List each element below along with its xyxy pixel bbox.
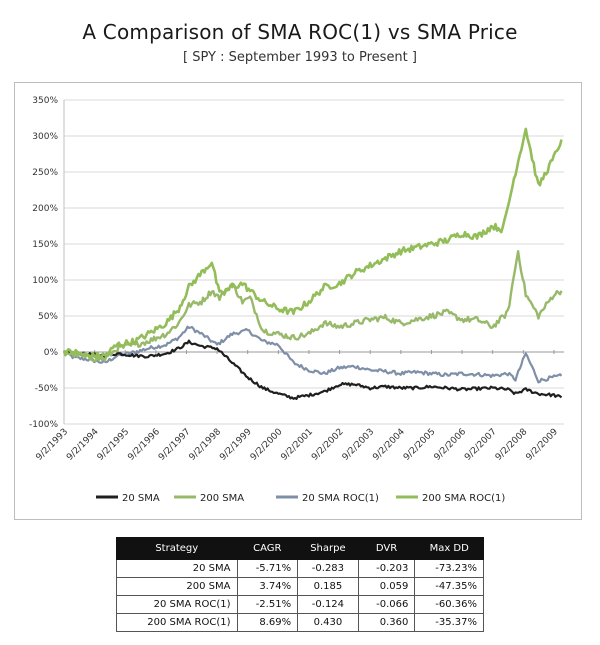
x-tick-label: 9/2/1998 bbox=[188, 427, 224, 463]
table-row: 200 SMA 3.74% 0.185 0.059 -47.35% bbox=[116, 577, 484, 596]
header-max-dd: Max DD bbox=[414, 537, 484, 560]
y-tick-label: 50% bbox=[38, 312, 58, 322]
y-tick-label: 300% bbox=[32, 132, 58, 142]
y-tick-label: 350% bbox=[32, 96, 58, 106]
strategy-cell: 20 SMA ROC(1) bbox=[116, 595, 238, 614]
x-tick-label: 9/2/2005 bbox=[402, 427, 438, 463]
legend-label-200-sma: 200 SMA bbox=[200, 493, 244, 504]
series-line-200-sma-roc-1 bbox=[62, 127, 563, 360]
cagr-cell: -5.71% bbox=[236, 559, 299, 578]
header-strategy: Strategy bbox=[116, 537, 238, 560]
dvr-cell: -0.203 bbox=[357, 559, 416, 578]
y-tick-label: 250% bbox=[32, 168, 58, 178]
series-line-200-sma bbox=[62, 250, 563, 362]
dvr-cell: 0.059 bbox=[357, 577, 416, 596]
x-tick-label: 9/2/2003 bbox=[341, 427, 377, 463]
x-tick-label: 9/2/1997 bbox=[157, 427, 193, 463]
x-tick-label: 9/2/2009 bbox=[524, 427, 560, 463]
table-row: 20 SMA -5.71% -0.283 -0.203 -73.23% bbox=[116, 559, 484, 578]
max-dd-cell: -73.23% bbox=[414, 559, 484, 578]
sharpe-cell: -0.283 bbox=[297, 559, 359, 578]
cagr-cell: 8.69% bbox=[236, 613, 299, 632]
table-row: 200 SMA ROC(1) 8.69% 0.430 0.360 -35.37% bbox=[116, 613, 484, 632]
x-tick-label: 9/2/2002 bbox=[310, 427, 346, 463]
x-tick-label: 9/2/2001 bbox=[279, 427, 315, 463]
y-tick-label: 200% bbox=[32, 204, 58, 214]
table-header-row: Strategy CAGR Sharpe DVR Max DD bbox=[116, 537, 484, 560]
performance-table: Strategy CAGR Sharpe DVR Max DD 20 SMA -… bbox=[116, 537, 484, 632]
x-tick-label: 9/2/2008 bbox=[494, 427, 530, 463]
sharpe-cell: 0.430 bbox=[297, 613, 359, 632]
x-tick-label: 9/2/1993 bbox=[34, 427, 70, 463]
y-tick-label: -100% bbox=[29, 420, 58, 430]
chart-title: A Comparison of SMA ROC(1) vs SMA Price bbox=[82, 20, 518, 44]
series-line-20-sma bbox=[63, 339, 563, 400]
dvr-cell: 0.360 bbox=[357, 613, 416, 632]
sharpe-cell: -0.124 bbox=[297, 595, 359, 614]
y-tick-label: 0% bbox=[44, 348, 59, 358]
strategy-cell: 200 SMA bbox=[116, 577, 238, 596]
header-sharpe: Sharpe bbox=[297, 537, 359, 560]
table-row: 20 SMA ROC(1) -2.51% -0.124 -0.066 -60.3… bbox=[116, 595, 484, 614]
series-line-20-sma-roc-1 bbox=[63, 325, 563, 384]
x-tick-label: 9/2/1995 bbox=[96, 427, 132, 463]
legend-label-200-sma-roc-1: 200 SMA ROC(1) bbox=[422, 493, 505, 504]
chart-subtitle: [ SPY : September 1993 to Present ] bbox=[183, 50, 417, 65]
x-tick-label: 9/2/2006 bbox=[433, 427, 469, 463]
x-tick-label: 9/2/2004 bbox=[371, 427, 407, 463]
x-tick-label: 9/2/1996 bbox=[126, 427, 162, 463]
max-dd-cell: -47.35% bbox=[414, 577, 484, 596]
dvr-cell: -0.066 bbox=[357, 595, 416, 614]
strategy-cell: 200 SMA ROC(1) bbox=[116, 613, 238, 632]
strategy-cell: 20 SMA bbox=[116, 559, 238, 578]
y-tick-label: 150% bbox=[32, 240, 58, 250]
x-tick-label: 9/2/2000 bbox=[249, 427, 285, 463]
max-dd-cell: -60.36% bbox=[414, 595, 484, 614]
max-dd-cell: -35.37% bbox=[414, 613, 484, 632]
cagr-cell: -2.51% bbox=[236, 595, 299, 614]
chart-frame bbox=[14, 82, 582, 520]
cagr-cell: 3.74% bbox=[236, 577, 299, 596]
x-tick-label: 9/2/1999 bbox=[218, 427, 254, 463]
header-dvr: DVR bbox=[357, 537, 416, 560]
legend-label-20-sma-roc-1: 20 SMA ROC(1) bbox=[302, 493, 379, 504]
x-tick-label: 9/2/2007 bbox=[463, 427, 499, 463]
legend-label-20-sma: 20 SMA bbox=[122, 493, 160, 504]
y-tick-label: 100% bbox=[32, 276, 58, 286]
y-tick-label: -50% bbox=[35, 384, 59, 394]
sharpe-cell: 0.185 bbox=[297, 577, 359, 596]
x-tick-label: 9/2/1994 bbox=[65, 427, 101, 463]
header-cagr: CAGR bbox=[236, 537, 299, 560]
line-chart: -100% -50% 0% 50% 100% 150% 200% 250% 300% 350% 9/… bbox=[29, 96, 564, 504]
